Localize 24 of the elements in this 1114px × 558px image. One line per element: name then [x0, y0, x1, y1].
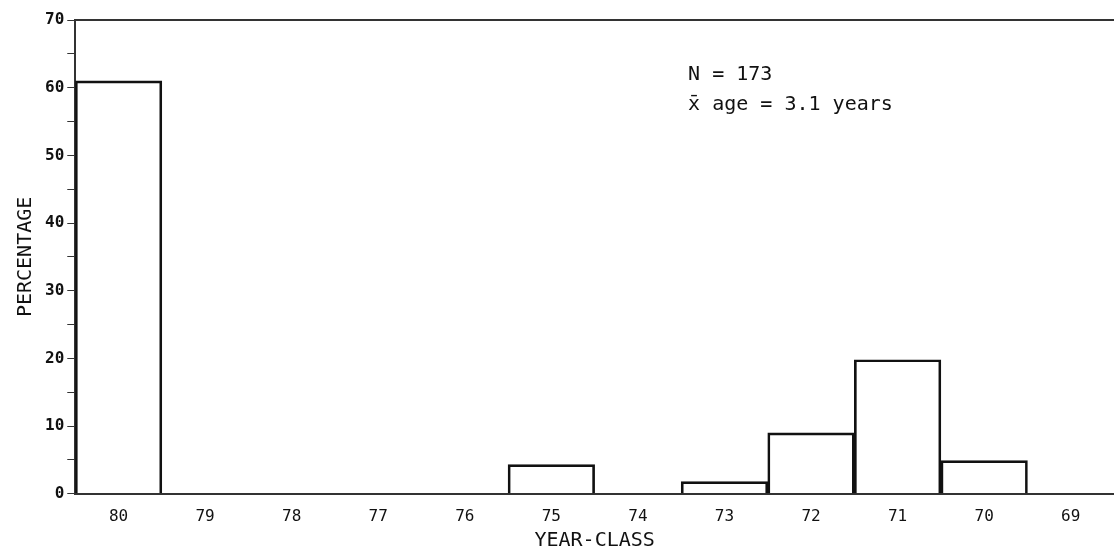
y-tick-label: 50	[45, 144, 65, 164]
y-tick-label: 0	[54, 482, 65, 502]
y-tick-label: 10	[45, 415, 65, 435]
y-tick-label: 30	[45, 279, 65, 299]
x-tick-label: 78	[282, 505, 302, 525]
x-tick-label: 76	[455, 505, 475, 525]
y-tick-label: 60	[45, 76, 65, 96]
x-tick-label: 69	[1061, 505, 1081, 525]
x-tick-label: 70	[974, 505, 994, 525]
x-tick-label: 79	[195, 505, 215, 525]
x-tick-label: 75	[541, 505, 561, 525]
y-tick-label: 70	[45, 9, 65, 29]
x-tick-label: 73	[714, 505, 735, 525]
x-tick-label: 80	[108, 505, 129, 525]
x-tick-label: 72	[801, 505, 821, 525]
x-tick-label: 77	[368, 505, 388, 525]
y-tick-label: 20	[45, 347, 65, 367]
annotation: N = 173	[688, 61, 773, 86]
x-tick-label: 71	[887, 505, 908, 525]
x-axis-title: YEAR-CLASS	[534, 527, 655, 552]
annotation: x̄ age = 3.1 years	[688, 91, 893, 116]
y-tick-label: 40	[45, 212, 65, 232]
y-axis-title: PERCENTAGE	[12, 196, 37, 318]
x-tick-label: 74	[628, 505, 648, 525]
